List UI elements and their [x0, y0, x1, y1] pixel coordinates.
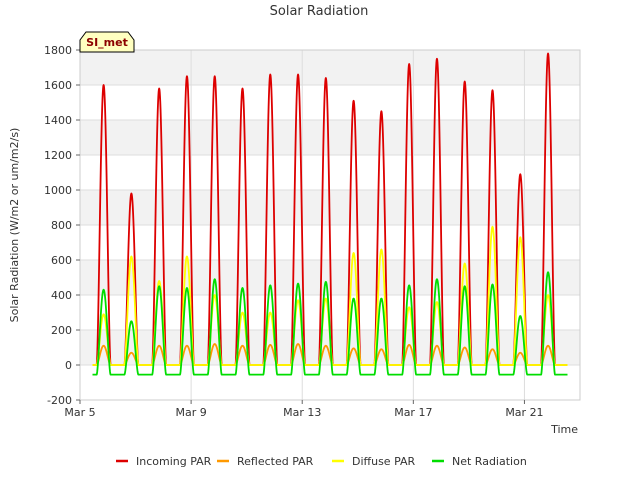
x-axis-ticks: Mar 5 Mar 9 Mar 13 Mar 17 Mar 21 — [64, 400, 544, 419]
series-layer — [91, 52, 569, 376]
y-tick-label: 200 — [51, 324, 72, 337]
y-tick-label: 400 — [51, 289, 72, 302]
legend-label: Reflected PAR — [237, 455, 314, 468]
legend: Incoming PAR Reflected PAR Diffuse PAR Net … — [116, 455, 527, 468]
legend-item: Reflected PAR — [217, 455, 314, 468]
x-tick-label: Mar 21 — [505, 406, 543, 419]
legend-item: Net Radiation — [432, 455, 527, 468]
y-axis-ticks: -200 0 200 400 600 800 1000 1200 1400 1600 1800 — [44, 44, 80, 407]
y-tick-label: 1400 — [44, 114, 72, 127]
y-axis-title: Solar Radiation (W/m2 or um/m2/s) — [8, 128, 21, 323]
y-tick-label: -200 — [47, 394, 72, 407]
y-tick-label: 1200 — [44, 149, 72, 162]
legend-label: Diffuse PAR — [352, 455, 416, 468]
plot-band — [80, 120, 580, 155]
x-tick-label: Mar 13 — [283, 406, 321, 419]
y-tick-label: 1000 — [44, 184, 72, 197]
x-tick-label: Mar 5 — [64, 406, 95, 419]
station-badge-label: SI_met — [86, 36, 128, 49]
y-tick-label: 1800 — [44, 44, 72, 57]
legend-item: Diffuse PAR — [332, 455, 416, 468]
legend-item: Incoming PAR — [116, 455, 212, 468]
x-axis-title: Time — [550, 423, 578, 436]
legend-label: Incoming PAR — [136, 455, 212, 468]
chart-title: Solar Radiation — [270, 4, 369, 19]
legend-label: Net Radiation — [452, 455, 527, 468]
x-tick-label: Mar 9 — [175, 406, 206, 419]
station-badge: SI_met — [79, 31, 135, 53]
y-tick-label: 600 — [51, 254, 72, 267]
y-tick-label: 1600 — [44, 79, 72, 92]
x-tick-label: Mar 17 — [394, 406, 432, 419]
y-tick-label: 0 — [65, 359, 72, 372]
series-line-net-radiation — [91, 271, 569, 376]
plot-band — [80, 50, 580, 85]
y-tick-label: 800 — [51, 219, 72, 232]
